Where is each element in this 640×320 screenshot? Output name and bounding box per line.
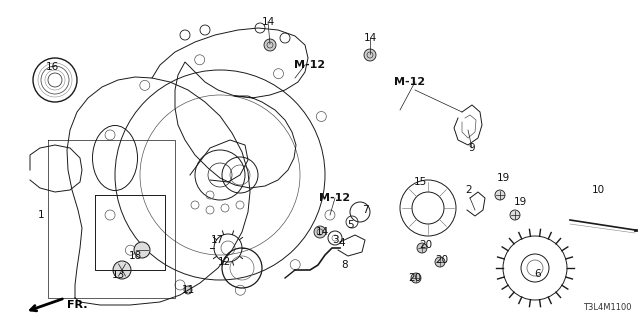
Text: 4: 4 xyxy=(339,238,346,248)
Text: 15: 15 xyxy=(413,177,427,187)
Text: M-12: M-12 xyxy=(294,60,326,70)
Circle shape xyxy=(495,190,505,200)
Text: 14: 14 xyxy=(261,17,275,27)
Text: 9: 9 xyxy=(468,143,476,153)
Text: 7: 7 xyxy=(362,205,368,215)
Text: 20: 20 xyxy=(408,273,422,283)
Text: 14: 14 xyxy=(364,33,376,43)
Text: M-12: M-12 xyxy=(319,193,351,203)
Text: T3L4M1100: T3L4M1100 xyxy=(584,303,632,312)
Circle shape xyxy=(411,273,421,283)
Text: 18: 18 xyxy=(129,251,141,261)
Text: 19: 19 xyxy=(497,173,509,183)
Text: 3: 3 xyxy=(332,235,339,245)
Circle shape xyxy=(184,286,192,294)
Text: 8: 8 xyxy=(342,260,348,270)
Circle shape xyxy=(134,242,150,258)
Text: 5: 5 xyxy=(347,220,353,230)
Circle shape xyxy=(314,226,326,238)
Text: 13: 13 xyxy=(111,270,125,280)
Circle shape xyxy=(510,210,520,220)
Text: 10: 10 xyxy=(591,185,605,195)
Text: 12: 12 xyxy=(218,257,230,267)
Text: 20: 20 xyxy=(435,255,449,265)
Text: 20: 20 xyxy=(419,240,433,250)
Text: 14: 14 xyxy=(316,227,328,237)
Text: 11: 11 xyxy=(181,285,195,295)
Text: 6: 6 xyxy=(534,269,541,279)
Circle shape xyxy=(113,261,131,279)
Circle shape xyxy=(364,49,376,61)
Text: 1: 1 xyxy=(38,210,44,220)
Text: M-12: M-12 xyxy=(394,77,426,87)
Circle shape xyxy=(264,39,276,51)
Circle shape xyxy=(417,243,427,253)
Text: FR.: FR. xyxy=(67,300,88,310)
Text: 17: 17 xyxy=(211,235,223,245)
Text: 16: 16 xyxy=(45,62,59,72)
Text: 2: 2 xyxy=(466,185,472,195)
Circle shape xyxy=(435,257,445,267)
Text: 19: 19 xyxy=(513,197,527,207)
